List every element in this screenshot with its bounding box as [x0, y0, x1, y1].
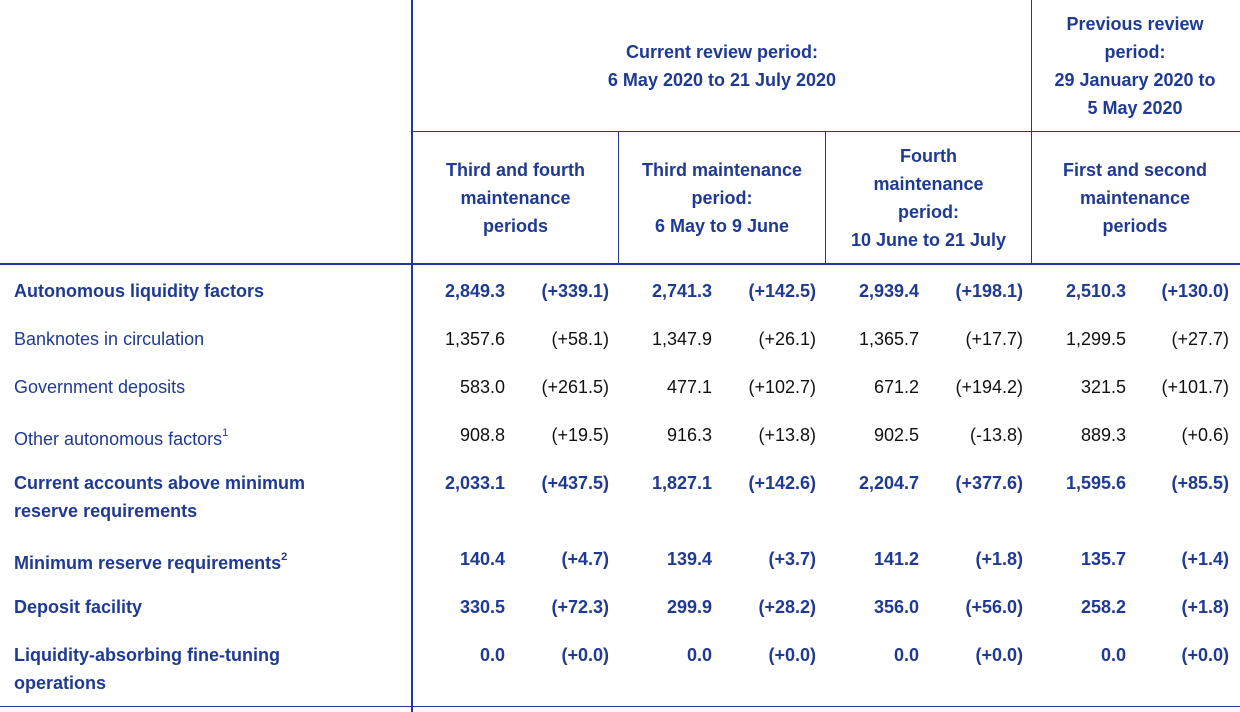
- divider-table-bottom: [0, 706, 1240, 707]
- divider-left-vertical: [411, 0, 413, 712]
- row-label-text: Banknotes in circulation: [14, 329, 205, 349]
- row-label-text: Autonomous liquidity factors: [14, 281, 264, 301]
- cell-level: 2,033.1: [444, 473, 505, 493]
- cell-level: 2,939.4: [858, 281, 919, 301]
- cell-change: (+142.5): [748, 281, 816, 301]
- cell-change: (-13.8): [969, 425, 1023, 445]
- cell-level: 2,204.7: [858, 473, 919, 493]
- row-label-text: Current accounts above minimum reserve r…: [14, 473, 306, 521]
- row-label: Other autonomous factors1: [14, 421, 228, 453]
- cell-change: (+85.5): [1171, 473, 1229, 493]
- cell-level: 0.0: [1100, 645, 1126, 665]
- cell-level: 321.5: [1080, 377, 1126, 397]
- row-label-text: Liquidity-absorbing fine-tuning operatio…: [14, 645, 280, 693]
- cell-level: 0.0: [893, 645, 919, 665]
- cell-level: 135.7: [1080, 549, 1126, 569]
- cell-change: (+56.0): [965, 597, 1023, 617]
- cell-change: (+0.0): [975, 645, 1023, 665]
- cell-level: 139.4: [666, 549, 712, 569]
- cell-level: 141.2: [873, 549, 919, 569]
- divider-fourth-vertical: [825, 131, 826, 264]
- cell-level: 477.1: [666, 377, 712, 397]
- cell-change: (+130.0): [1161, 281, 1229, 301]
- cell-change: (+13.8): [758, 425, 816, 445]
- footnote-marker: 2: [281, 551, 288, 563]
- cell-level: 2,510.3: [1065, 281, 1126, 301]
- cell-level: 0.0: [686, 645, 712, 665]
- divider-third-vertical: [618, 131, 619, 264]
- header-third: Third maintenance period: 6 May to 9 Jun…: [641, 159, 803, 236]
- cell-level: 1,299.5: [1065, 329, 1126, 349]
- cell-change: (+4.7): [561, 549, 609, 569]
- header-first-second: First and second maintenance periods: [1062, 159, 1208, 236]
- cell-level: 671.2: [873, 377, 919, 397]
- header-fourth: Fourth maintenance period: 10 June to 21…: [850, 145, 1007, 250]
- cell-change: (+72.3): [551, 597, 609, 617]
- divider-header-bottom: [0, 263, 1240, 265]
- footnote-marker: 1: [222, 427, 229, 439]
- cell-level: 356.0: [873, 597, 919, 617]
- cell-level: 583.0: [459, 377, 505, 397]
- cell-level: 2,741.3: [651, 281, 712, 301]
- cell-change: (+198.1): [955, 281, 1023, 301]
- cell-level: 908.8: [459, 425, 505, 445]
- row-label-text: Minimum reserve requirements: [14, 553, 282, 573]
- cell-change: (+28.2): [758, 597, 816, 617]
- cell-change: (+0.6): [1181, 425, 1229, 445]
- header-previous-review: Previous review period: 29 January 2020 …: [1054, 13, 1216, 118]
- cell-level: 1,827.1: [651, 473, 712, 493]
- row-label: Government deposits: [14, 373, 185, 401]
- cell-level: 299.9: [666, 597, 712, 617]
- cell-change: (+437.5): [541, 473, 609, 493]
- cell-level: 1,357.6: [444, 329, 505, 349]
- cell-level: 1,595.6: [1065, 473, 1126, 493]
- cell-change: (+27.7): [1171, 329, 1229, 349]
- cell-change: (+0.0): [1181, 645, 1229, 665]
- cell-change: (+3.7): [768, 549, 816, 569]
- cell-change: (+194.2): [955, 377, 1023, 397]
- cell-level: 2,849.3: [444, 281, 505, 301]
- divider-previous-vertical: [1031, 0, 1032, 264]
- cell-level: 1,347.9: [651, 329, 712, 349]
- row-label: Autonomous liquidity factors: [14, 277, 264, 305]
- row-label: Deposit facility: [14, 593, 142, 621]
- cell-level: 889.3: [1080, 425, 1126, 445]
- cell-change: (+142.6): [748, 473, 816, 493]
- row-label: Minimum reserve requirements2: [14, 545, 287, 577]
- cell-change: (+101.7): [1161, 377, 1229, 397]
- cell-change: (+1.8): [975, 549, 1023, 569]
- header-current-review: Current review period: 6 May 2020 to 21 …: [607, 41, 837, 90]
- row-label-text: Government deposits: [14, 377, 186, 397]
- cell-change: (+17.7): [965, 329, 1023, 349]
- cell-change: (+261.5): [541, 377, 609, 397]
- row-label: Liquidity-absorbing fine-tuning operatio…: [14, 641, 280, 697]
- cell-change: (+1.4): [1181, 549, 1229, 569]
- cell-change: (+377.6): [955, 473, 1023, 493]
- cell-level: 902.5: [873, 425, 919, 445]
- cell-change: (+0.0): [561, 645, 609, 665]
- cell-level: 0.0: [479, 645, 505, 665]
- cell-level: 1,365.7: [858, 329, 919, 349]
- header-third-fourth: Third and fourth maintenance periods: [446, 159, 585, 236]
- cell-change: (+58.1): [551, 329, 609, 349]
- cell-level: 258.2: [1080, 597, 1126, 617]
- cell-change: (+0.0): [768, 645, 816, 665]
- cell-change: (+102.7): [748, 377, 816, 397]
- cell-change: (+26.1): [758, 329, 816, 349]
- row-label: Current accounts above minimum reserve r…: [14, 469, 305, 525]
- cell-change: (+1.8): [1181, 597, 1229, 617]
- cell-change: (+339.1): [541, 281, 609, 301]
- row-label-text: Other autonomous factors: [14, 429, 223, 449]
- row-label-text: Deposit facility: [14, 597, 143, 617]
- cell-change: (+19.5): [551, 425, 609, 445]
- row-label: Banknotes in circulation: [14, 325, 204, 353]
- cell-level: 916.3: [666, 425, 712, 445]
- cell-level: 330.5: [459, 597, 505, 617]
- cell-level: 140.4: [459, 549, 505, 569]
